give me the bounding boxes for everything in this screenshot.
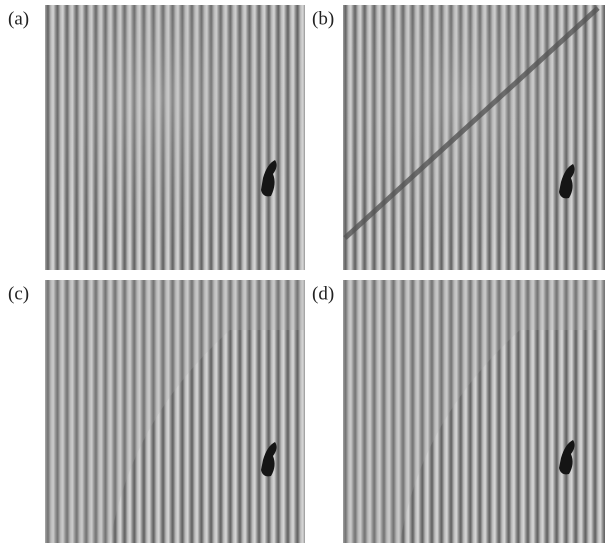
panel-label: (a) xyxy=(8,8,29,29)
panel-c xyxy=(45,280,305,543)
figure: (a) (b) (c) (d) xyxy=(0,0,616,549)
panel-a xyxy=(45,5,305,270)
panel-label: (b) xyxy=(312,8,334,29)
panel-label: (c) xyxy=(8,283,29,304)
panel-b xyxy=(343,5,605,270)
panel-label: (d) xyxy=(312,283,334,304)
panel-d xyxy=(343,280,605,543)
page: (a) (b) (c) (d) (() => { const data = JS… xyxy=(0,0,616,549)
haze xyxy=(343,5,605,270)
haze xyxy=(45,5,305,270)
